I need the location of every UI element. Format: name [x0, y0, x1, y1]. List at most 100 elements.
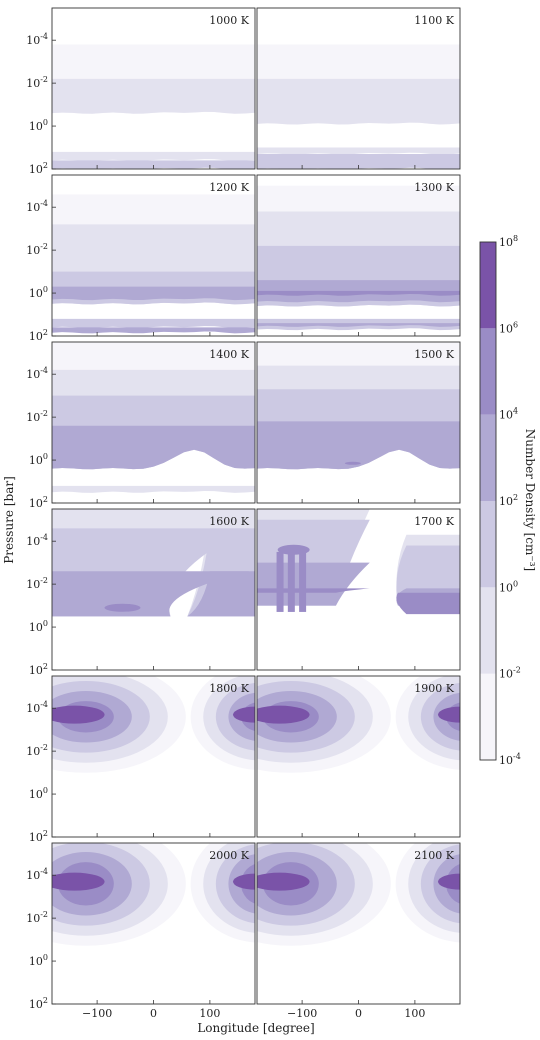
y-tick-label: 10-2 [26, 910, 48, 925]
contour-panel: 1800 K 10-4 10-2 100 102 [26, 675, 256, 844]
density-column [287, 551, 295, 612]
density-band [52, 425, 255, 470]
y-tick-label: 10-4 [26, 867, 48, 882]
colorbar-tick-label: 108 [499, 234, 518, 249]
density-core-east [438, 873, 460, 890]
y-tick-label: 102 [29, 829, 48, 844]
colorbar-tick-label: 100 [499, 579, 518, 594]
x-tick-label: 0 [355, 1007, 362, 1020]
contour-panel: 1000 K 10-4 10-2 100 102 [26, 7, 256, 176]
colorbar-tick-label: 106 [499, 320, 518, 335]
panel-temperature-label: 2100 K [414, 849, 454, 862]
y-tick-label: 10-4 [26, 366, 48, 381]
colorbar-segment [480, 587, 496, 674]
density-band [52, 318, 255, 328]
density-core-west [52, 872, 105, 891]
density-blob [344, 461, 361, 465]
density-band [52, 286, 255, 301]
density-band [52, 78, 255, 114]
y-tick-label: 102 [29, 996, 48, 1011]
density-core-east [233, 706, 255, 723]
x-tick-label: 0 [150, 1007, 157, 1020]
y-tick-label: 100 [29, 452, 48, 467]
y-axis-label: Pressure [bar] [2, 476, 16, 564]
density-band-right [187, 571, 255, 617]
contour-panel: 1200 K 10-4 10-2 100 102 [26, 174, 256, 343]
contour-panel: 1600 K 10-4 10-2 100 102 [26, 508, 256, 677]
density-band-left [257, 562, 370, 606]
density-core-west [52, 705, 105, 724]
y-tick-label: 102 [29, 161, 48, 176]
colorbar-label: Number Density [cm⁻³] [523, 429, 537, 571]
y-tick-label: 10-4 [26, 533, 48, 548]
colorbar: 10-4 10-2 100 102 104 106 108 Number Density [c… [479, 234, 537, 767]
y-tick-label: 100 [29, 619, 48, 634]
colorbar-tick-label: 10-4 [499, 752, 521, 767]
y-tick-label: 100 [29, 786, 48, 801]
panel-grid: 1000 K 10-4 10-2 100 102 1100 K 1200 K 10-4 10-2… [26, 7, 461, 1011]
colorbar-frame [479, 241, 497, 761]
panel-temperature-label: 1100 K [414, 14, 454, 27]
colorbar-segment [480, 414, 496, 501]
y-tick-label: 100 [29, 953, 48, 968]
density-blob [104, 603, 141, 612]
density-column [276, 551, 284, 612]
y-tick-label: 10-4 [26, 32, 48, 47]
contour-panel: 1700 K [256, 508, 461, 671]
density-band [257, 153, 460, 169]
density-band [257, 421, 460, 470]
density-core-west [257, 872, 310, 891]
colorbar-segment [480, 673, 496, 760]
y-tick-label: 102 [29, 495, 48, 510]
colorbar-segment [480, 328, 496, 415]
contour-panel: 1100 K [256, 7, 461, 170]
density-band-right [396, 592, 460, 615]
colorbar-tick-label: 102 [499, 493, 518, 508]
y-tick-label: 10-2 [26, 743, 48, 758]
density-column [299, 551, 307, 612]
density-band [52, 160, 255, 169]
density-core-west [257, 705, 310, 724]
y-tick-label: 10-2 [26, 75, 48, 90]
density-band [257, 147, 460, 155]
density-core-east [438, 706, 460, 723]
panel-temperature-label: 1500 K [414, 348, 454, 361]
density-core-east [233, 873, 255, 890]
density-blob [277, 544, 310, 555]
contour-panel: 2100 K [256, 842, 461, 1005]
x-axis-label: Longitude [degree] [197, 1021, 314, 1035]
contour-panel: 1400 K 10-4 10-2 100 102 [26, 341, 256, 510]
colorbar-segment [480, 501, 496, 588]
panel-temperature-label: 1600 K [209, 515, 249, 528]
density-band [52, 151, 255, 161]
panel-temperature-label: 1000 K [209, 14, 249, 27]
y-tick-label: 10-2 [26, 242, 48, 257]
y-tick-label: 102 [29, 662, 48, 677]
panel-temperature-label: 2000 K [209, 849, 249, 862]
y-tick-label: 102 [29, 328, 48, 343]
panel-temperature-label: 1900 K [414, 682, 454, 695]
contour-panel: 1900 K [256, 675, 461, 838]
panel-temperature-label: 1400 K [209, 348, 249, 361]
y-tick-label: 10-4 [26, 700, 48, 715]
density-band [52, 327, 255, 334]
density-band-left [257, 588, 370, 593]
panel-temperature-label: 1700 K [414, 515, 454, 528]
contour-panel: 2000 K 10-4 10-2 100 102 [26, 842, 256, 1011]
density-band [257, 78, 460, 125]
y-tick-label: 10-4 [26, 199, 48, 214]
colorbar-tick-label: 104 [499, 407, 518, 422]
colorbar-segment [480, 242, 496, 329]
density-band [257, 323, 460, 327]
y-tick-label: 100 [29, 285, 48, 300]
x-tick-label: 100 [404, 1007, 425, 1020]
panel-temperature-label: 1300 K [414, 181, 454, 194]
y-tick-label: 10-2 [26, 576, 48, 591]
panel-temperature-label: 1200 K [209, 181, 249, 194]
y-tick-label: 100 [29, 118, 48, 133]
x-tick-label: 100 [199, 1007, 220, 1020]
y-tick-label: 10-2 [26, 409, 48, 424]
density-band [257, 290, 460, 296]
